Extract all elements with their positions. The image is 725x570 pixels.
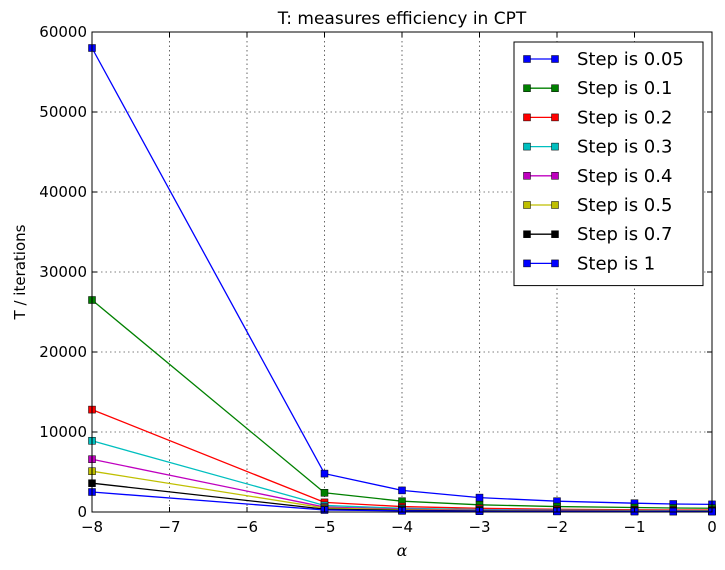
legend-item: Step is 0.7 [523,224,672,245]
y-axis-label: T / iterations [11,224,29,320]
legend-marker [551,172,559,180]
y-tick-label: 40000 [39,183,87,201]
legend-label: Step is 0.05 [577,49,684,70]
series-line [91,408,713,511]
legend-label: Step is 0.3 [577,137,672,158]
x-tick-label: −1 [623,518,645,536]
legend-item: Step is 0.5 [523,195,672,216]
legend-label: Step is 0.5 [577,195,672,216]
x-tick-label: −6 [236,518,258,536]
legend-marker [551,113,559,122]
legend-marker [551,230,559,238]
legend-marker [523,201,531,209]
series-line [91,47,713,506]
data-point [398,486,406,495]
y-tick-label: 60000 [39,23,87,41]
legend-marker [551,84,559,92]
series-1 [88,296,716,512]
x-tick-label: −4 [391,518,413,536]
legend-label: Step is 0.1 [577,78,672,99]
y-tick-label: 20000 [39,343,87,361]
axis-ticks: −8 −7 −6 −5 −4 −3 −2 −1 0 0 10000 20000 30000 40000 50… [39,23,716,536]
legend-marker [523,259,531,268]
y-tick-label: 10000 [39,423,87,441]
x-tick-label: −2 [546,518,568,536]
legend-label: Step is 1 [577,253,655,274]
legend-marker [523,142,531,151]
y-tick-label: 30000 [39,263,87,281]
legend-marker [551,55,559,63]
legend-marker [551,142,559,151]
data-point [475,493,484,502]
data-point [320,489,329,497]
legend-marker [523,113,531,122]
legend-box [513,41,704,287]
x-tick-label: −8 [81,518,103,536]
x-tick-label: −7 [158,518,180,536]
legend-marker [523,230,531,238]
legend-item: Step is 0.1 [523,78,672,99]
x-tick-label: −5 [313,518,335,536]
legend-marker [523,172,531,180]
legend-label: Step is 0.4 [577,166,672,187]
legend-marker [523,84,531,92]
legend-item: Step is 0.2 [523,107,672,128]
y-tick-label: 0 [77,503,87,521]
legend-item: Step is 0.05 [523,49,684,70]
x-tick-label: 0 [707,518,717,536]
legend-marker [551,259,559,268]
data-point [320,469,329,478]
x-axis-label: α [397,541,408,560]
series-0 [88,44,716,509]
legend: Step is 0.05 Step is 0.1 Step is 0.2 Step i… [513,41,704,287]
legend-item: Step is 1 [523,253,655,274]
series-line [91,299,713,509]
legend-item: Step is 0.4 [523,166,672,187]
legend-marker [551,201,559,209]
legend-item: Step is 0.3 [523,137,672,158]
legend-label: Step is 0.7 [577,224,672,245]
legend-label: Step is 0.2 [577,107,672,128]
chart-title: T: measures efficiency in CPT [277,9,527,29]
legend-marker [523,55,531,63]
y-tick-label: 50000 [39,103,87,121]
x-tick-label: −3 [468,518,490,536]
